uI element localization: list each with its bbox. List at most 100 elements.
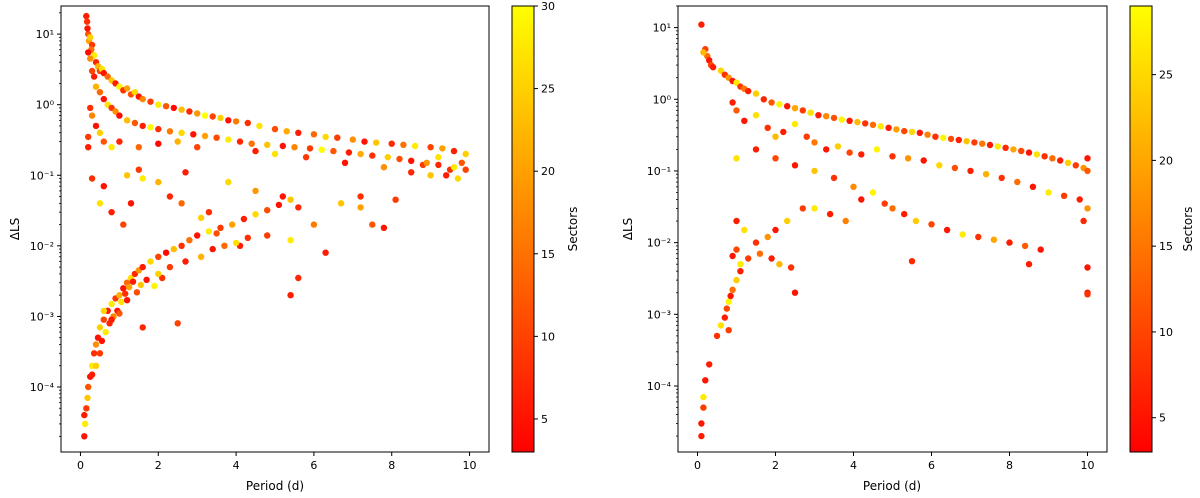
data-point <box>733 276 740 284</box>
x-ticks-left: 0 2 4 6 8 10 <box>77 452 477 472</box>
data-point <box>951 164 959 172</box>
data-point <box>334 134 341 141</box>
data-point <box>823 113 830 120</box>
data-point <box>155 253 162 260</box>
data-point <box>975 233 982 241</box>
data-point <box>458 159 465 166</box>
x-tick-label: 6 <box>310 459 317 472</box>
data-point <box>388 140 395 147</box>
chart-left: 0 2 4 6 8 10 10⁻⁴ 10⁻³ 10⁻² 10⁻¹ 10⁰ 10¹ Period (d… <box>8 0 580 493</box>
data-point <box>369 221 376 228</box>
colorbar-tick-label: 5 <box>541 413 548 426</box>
data-point <box>745 255 752 262</box>
data-point <box>225 117 232 124</box>
x-tick-label: 8 <box>1006 459 1013 472</box>
data-point <box>725 298 732 305</box>
data-point <box>125 283 133 291</box>
colorbar-tick-label: 20 <box>1159 154 1173 167</box>
data-point <box>90 73 98 80</box>
data-point <box>784 103 791 110</box>
data-point <box>811 139 818 146</box>
data-point <box>745 87 752 95</box>
data-point <box>302 154 310 161</box>
data-point <box>723 305 730 312</box>
y-tick-label: 10⁻⁴ <box>30 381 55 394</box>
data-point <box>1041 153 1048 160</box>
colorbar-right <box>1129 5 1153 453</box>
data-point <box>275 201 283 209</box>
data-point <box>147 124 154 131</box>
data-point <box>116 292 123 299</box>
data-point <box>84 394 91 402</box>
data-point <box>92 83 100 90</box>
data-point <box>799 205 806 212</box>
data-point <box>877 123 884 130</box>
data-point <box>741 226 748 234</box>
data-point <box>764 124 771 131</box>
data-point <box>139 175 146 182</box>
data-point <box>131 89 139 96</box>
data-point <box>1010 146 1017 153</box>
data-point <box>772 226 779 234</box>
data-point <box>752 112 760 119</box>
data-point <box>225 136 232 143</box>
x-tick-label: 4 <box>233 459 240 472</box>
data-point <box>986 141 994 149</box>
data-point <box>361 138 368 145</box>
data-point <box>858 196 865 203</box>
data-point <box>924 131 931 138</box>
data-point <box>295 274 302 282</box>
data-point <box>194 110 201 117</box>
data-point <box>717 67 725 74</box>
data-point <box>96 89 104 96</box>
data-point <box>256 122 263 130</box>
data-point <box>135 144 142 151</box>
y-axis-label-left: ΔLS <box>8 218 22 241</box>
data-point <box>982 171 990 178</box>
y-tick-label: 10⁻³ <box>30 310 54 323</box>
data-point <box>904 155 912 162</box>
data-point <box>717 322 725 329</box>
data-point <box>729 99 736 106</box>
data-point <box>122 290 129 297</box>
data-point <box>83 405 90 412</box>
colorbar-tick-label: 25 <box>1159 69 1173 82</box>
data-point <box>752 239 760 246</box>
y-tick-label: 10⁻² <box>647 237 671 250</box>
data-point <box>1080 217 1087 225</box>
data-point <box>178 242 185 249</box>
data-point <box>170 104 177 112</box>
colorbar-tick-label: 10 <box>1159 326 1173 339</box>
data-point <box>737 268 744 275</box>
data-point <box>155 178 162 186</box>
y-tick-label: 10⁻² <box>30 240 54 253</box>
data-point <box>87 104 94 112</box>
data-point <box>102 328 109 336</box>
data-point <box>151 282 158 290</box>
data-point <box>147 98 154 105</box>
data-point <box>815 112 822 119</box>
data-point <box>83 18 91 25</box>
data-point <box>123 172 131 179</box>
data-point <box>310 221 318 228</box>
data-point <box>373 139 380 146</box>
data-point <box>1084 291 1091 298</box>
data-point <box>869 121 877 128</box>
data-point <box>971 139 978 146</box>
data-point <box>159 274 166 282</box>
data-point <box>830 114 838 122</box>
data-point <box>733 217 740 225</box>
x-tick-label: 10 <box>1081 459 1095 472</box>
data-point <box>322 133 329 141</box>
data-point <box>752 90 760 97</box>
data-point <box>1025 149 1033 156</box>
data-point <box>1002 144 1009 151</box>
data-point <box>1072 162 1080 169</box>
data-point <box>244 234 251 241</box>
data-point <box>92 362 100 369</box>
data-point <box>713 332 721 340</box>
data-point <box>201 132 209 140</box>
x-tick-label: 0 <box>694 459 701 472</box>
data-point <box>955 136 962 144</box>
x-tick-label: 10 <box>463 459 477 472</box>
